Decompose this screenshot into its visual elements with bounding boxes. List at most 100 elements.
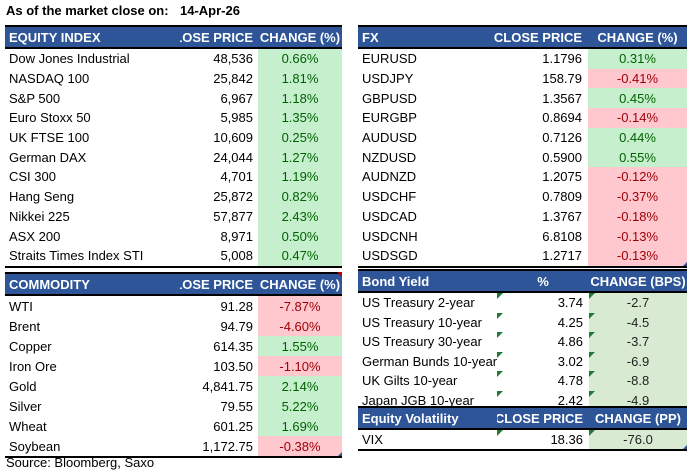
table-row: USDCHF 0.7809 -0.37% [358, 186, 687, 207]
close-price-cell: 4.86 [497, 332, 589, 352]
row-label: USDCAD [362, 208, 417, 224]
close-price-cell: 4.25 [497, 312, 589, 333]
column-header: CHANGE (%) [597, 29, 678, 45]
close-price-cell: 25,842 [213, 71, 253, 87]
row-label: VIX [362, 432, 383, 447]
row-label: Iron Ore [9, 358, 57, 374]
close-price-cell: 25,872 [213, 189, 253, 205]
flag-corner-icon [497, 312, 503, 319]
row-label: UK FTSE 100 [9, 130, 90, 146]
close-price-cell: 1,172.75 [202, 438, 253, 454]
table-row: CSI 300 4,701 1.19% [5, 167, 342, 187]
commodity-header-row: COMMODITY CLOSE PRICE CHANGE (%) [5, 272, 342, 296]
change-cell: 0.31% [588, 49, 687, 69]
change-cell: 1.19% [258, 167, 342, 187]
row-label: Brent [9, 318, 41, 334]
source-note: Source: Bloomberg, Saxo [6, 455, 155, 470]
table-row: USDJPY 158.79 -0.41% [358, 68, 687, 89]
change-cell: 1.27% [258, 147, 342, 168]
row-label: S&P 500 [9, 90, 61, 106]
commodity-table: COMMODITY CLOSE PRICE CHANGE (%) WTI 91.28 -7… [5, 272, 342, 458]
table-row: UK FTSE 100 10,609 0.25% [5, 127, 342, 148]
column-header: CHANGE (BPS) [590, 273, 686, 289]
change-cell: 1.69% [258, 416, 342, 436]
column-header: FX [362, 29, 379, 45]
table-row: USDSGD 1.2717 -0.13% [358, 245, 687, 266]
table-row: Japan JGB 10-year 2.42 -4.9 [358, 390, 687, 410]
row-label: US Treasury 30-year [362, 334, 482, 350]
close-price-cell: 10,609 [213, 130, 253, 146]
row-label: Silver [9, 398, 42, 414]
table-row: Euro Stoxx 50 5,985 1.35% [5, 108, 342, 128]
row-label: Japan JGB 10-year [362, 392, 475, 408]
close-price-cell: 94.79 [220, 318, 253, 334]
column-header: EQUITY INDEX [9, 29, 101, 45]
row-label: US Treasury 2-year [362, 295, 475, 311]
row-label: NASDAQ 100 [9, 71, 90, 87]
row-label: GBPUSD [362, 90, 417, 106]
table-row: Gold 4,841.75 2.14% [5, 376, 342, 396]
column-header: Bond Yield [362, 273, 430, 289]
table-row: VIX 18.36 -76.0 [358, 430, 687, 449]
close-price-cell: 91.28 [220, 298, 253, 314]
table-row: Nikkei 225 57,877 2.43% [5, 206, 342, 227]
change-cell: 1.35% [258, 108, 342, 128]
close-price-cell: 4,701 [220, 169, 253, 185]
table-row: NASDAQ 100 25,842 1.81% [5, 68, 342, 89]
flag-corner-icon [589, 371, 595, 377]
change-cell: -0.13% [588, 226, 687, 246]
row-label: WTI [9, 298, 33, 314]
flag-corner-icon [589, 390, 595, 397]
table-row: Copper 614.35 1.55% [5, 336, 342, 356]
close-price-cell: 6.8108 [542, 228, 582, 244]
comment-corner-icon [337, 272, 342, 277]
row-label: ASX 200 [9, 228, 61, 244]
row-label: Euro Stoxx 50 [9, 110, 91, 126]
close-price-cell: 18.36 [497, 430, 589, 449]
row-label: Nikkei 225 [9, 208, 70, 224]
as-of-label: As of the market close on: [6, 3, 169, 18]
change-cell: -1.10% [258, 356, 342, 376]
flag-corner-icon [589, 430, 595, 436]
change-cell: 0.47% [258, 245, 342, 266]
column-header: CLOSE PRICE [497, 410, 583, 426]
table-row: EURGBP 0.8694 -0.14% [358, 108, 687, 128]
change-cell: -4.5 [589, 312, 687, 332]
flag-corner-icon [497, 293, 503, 299]
change-cell: -7.87% [258, 296, 342, 316]
close-price-cell: 6,967 [220, 90, 253, 106]
table-row: German DAX 24,044 1.27% [5, 147, 342, 168]
flag-corner-icon [497, 390, 503, 397]
change-cell: -0.14% [588, 108, 687, 128]
flag-corner-icon [497, 351, 503, 358]
fx-table: FX CLOSE PRICE CHANGE (%) EURUSD 1.1796 0.31%… [358, 25, 687, 268]
table-row: Dow Jones Industrial 48,536 0.66% [5, 49, 342, 69]
bond-yield-header-row: Bond Yield% CHANGE (BPS) [358, 271, 687, 293]
equity-index-table: EQUITY INDEX CLOSE PRICE CHANGE (%) Dow Jon… [5, 25, 342, 268]
change-cell: -0.41% [588, 68, 687, 89]
table-row: ASX 200 8,971 0.50% [5, 226, 342, 246]
change-cell: 0.25% [258, 127, 342, 148]
change-cell: 0.66% [258, 49, 342, 69]
table-row: US Treasury 30-year 4.86 -3.7 [358, 332, 687, 352]
table-row: AUDNZD 1.2075 -0.12% [358, 167, 687, 187]
row-label: AUDUSD [362, 130, 417, 146]
as-of-date: 14-Apr-26 [180, 3, 240, 18]
row-label: AUDNZD [362, 169, 417, 185]
row-label: USDCNH [362, 228, 418, 244]
table-row: Hang Seng 25,872 0.82% [5, 186, 342, 207]
close-price-cell: 614.35 [213, 338, 253, 354]
table-row: UK Gilts 10-year 4.78 -8.8 [358, 371, 687, 391]
change-cell: -4.60% [258, 316, 342, 336]
change-cell: 2.14% [258, 376, 342, 396]
row-label: Gold [9, 378, 37, 394]
change-cell: 0.44% [588, 127, 687, 148]
flag-corner-icon [589, 332, 595, 338]
change-cell: -0.37% [588, 186, 687, 207]
row-label: German DAX [9, 149, 87, 165]
close-price-cell: 8,971 [220, 228, 253, 244]
row-label: Soybean [9, 438, 61, 454]
flag-corner-icon [589, 351, 595, 358]
column-header: Equity Volatility [362, 410, 459, 426]
